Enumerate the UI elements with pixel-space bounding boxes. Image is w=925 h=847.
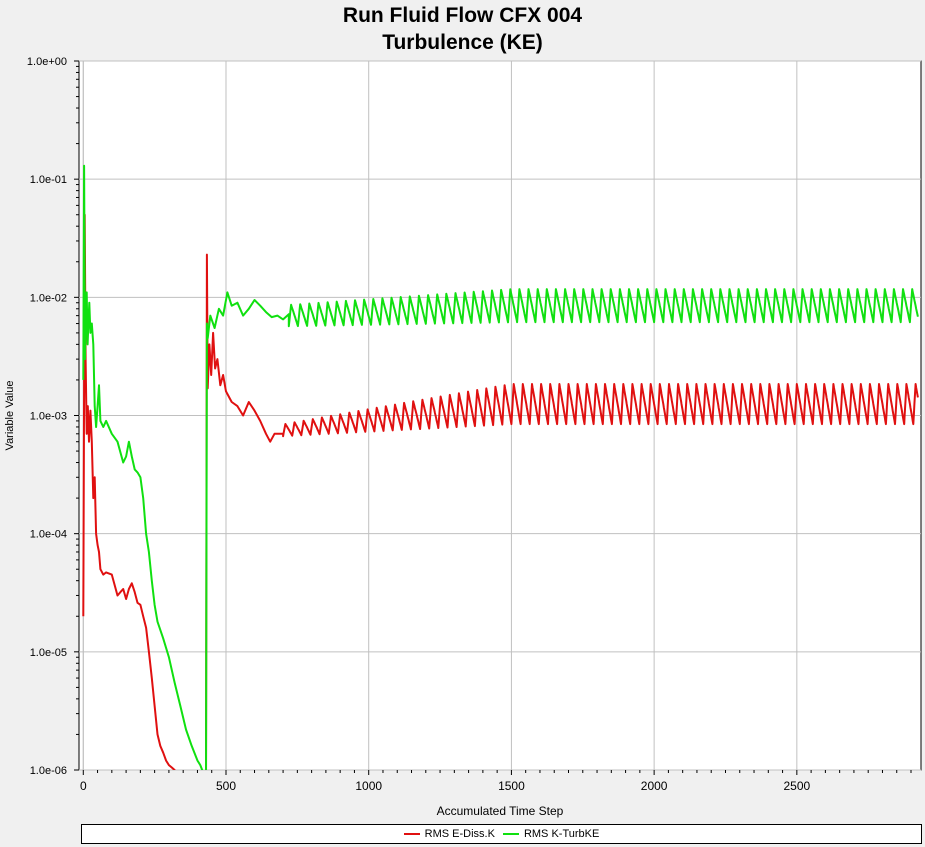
legend: RMS E-Diss.K RMS K-TurbKE: [81, 824, 922, 844]
x-tick-label: 0: [80, 779, 87, 793]
x-tick-label: 2500: [783, 779, 810, 793]
series-line-e-diss-restart: [205, 253, 919, 770]
x-tick-label: 2000: [641, 779, 668, 793]
legend-swatch-k-turbke: [502, 833, 519, 835]
y-tick-label: 1.0e+00: [27, 56, 67, 68]
legend-item-e-diss: RMS E-Diss.K: [403, 828, 495, 840]
chart-subtitle: Turbulence (KE): [382, 31, 543, 54]
legend-label-k-turbke: RMS K-TurbKE: [523, 828, 600, 840]
y-tick-label: 1.0e-03: [30, 411, 67, 423]
chart-title: Run Fluid Flow CFX 004: [342, 4, 583, 27]
axes: 0 500 1000 1500 2000 2500 1.0e+00 1.0e-01 1.0e-0…: [27, 56, 912, 793]
y-tick-label: 1.0e-02: [30, 292, 67, 304]
legend-swatch-e-diss: [403, 833, 420, 835]
x-tick-label: 500: [216, 779, 236, 793]
series-line-e-diss-initial: [82, 213, 176, 770]
legend-item-k-turbke: RMS K-TurbKE: [502, 828, 600, 840]
y-tick-label: 1.0e-06: [30, 765, 67, 777]
x-tick-label: 1000: [355, 779, 382, 793]
x-tick-label: 1500: [498, 779, 525, 793]
series-layer: [82, 164, 919, 770]
y-tick-label: 1.0e-01: [30, 174, 67, 186]
chart-title-block: Run Fluid Flow CFX 004 Turbulence (KE): [0, 2, 925, 56]
y-tick-label: 1.0e-04: [30, 529, 67, 541]
y-tick-label: 1.0e-05: [30, 647, 67, 659]
legend-label-e-diss: RMS E-Diss.K: [424, 828, 495, 840]
x-axis-label: Accumulated Time Step: [437, 804, 564, 818]
y-axis-label: Variable Value: [4, 381, 16, 451]
series-line-k-turbke-restart: [205, 288, 919, 770]
series-line-k-turbke-initial: [82, 164, 204, 770]
